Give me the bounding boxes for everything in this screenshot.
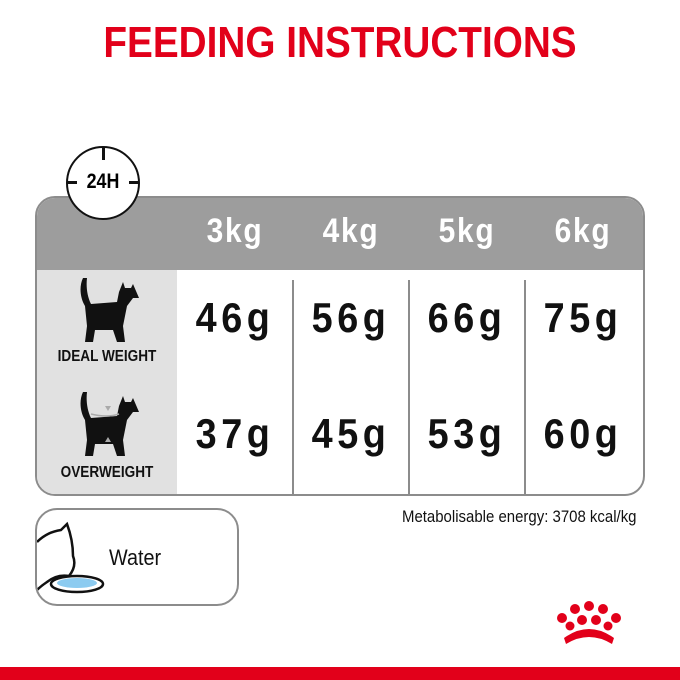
metabolisable-energy: Metabolisable energy: 3708 kcal/kg (401, 507, 636, 526)
column-header: 4kg (322, 212, 380, 250)
ration-value: 60g (543, 410, 623, 457)
ration-value: 66g (427, 294, 507, 341)
row-label-overweight: OVERWEIGHT (60, 464, 154, 481)
ration-value: 53g (427, 410, 507, 457)
ration-value: 45g (311, 410, 391, 457)
ration-value: 75g (543, 294, 623, 341)
clock-24h-icon: 24H (66, 146, 140, 220)
clock-label: 24H (86, 170, 120, 193)
table-header: 3kg 4kg 5kg 6kg (37, 198, 643, 270)
column-divider (292, 280, 294, 494)
royal-canin-crown-logo (557, 601, 621, 644)
ration-value: 37g (195, 410, 275, 457)
cat-ideal-weight-icon (80, 278, 139, 342)
ration-value: 56g (311, 294, 391, 341)
feeding-table: 3kg 4kg 5kg 6kg IDEAL WEIGHT OVERWEIGHT … (35, 196, 645, 496)
column-header: 5kg (438, 212, 496, 250)
column-header: 6kg (554, 212, 612, 250)
column-divider (408, 280, 410, 494)
page-title: FEEDING INSTRUCTIONS (103, 18, 577, 67)
water-box: Water (35, 508, 239, 606)
column-divider (524, 280, 526, 494)
row-label-ideal-weight: IDEAL WEIGHT (57, 348, 157, 365)
row-labels: IDEAL WEIGHT OVERWEIGHT (37, 270, 177, 494)
cat-drinking-icon (37, 521, 105, 594)
column-header: 3kg (206, 212, 264, 250)
brand-red-bar (0, 667, 680, 680)
water-label: Water (109, 545, 162, 570)
cat-overweight-icon (80, 392, 139, 456)
ration-value: 46g (195, 294, 275, 341)
